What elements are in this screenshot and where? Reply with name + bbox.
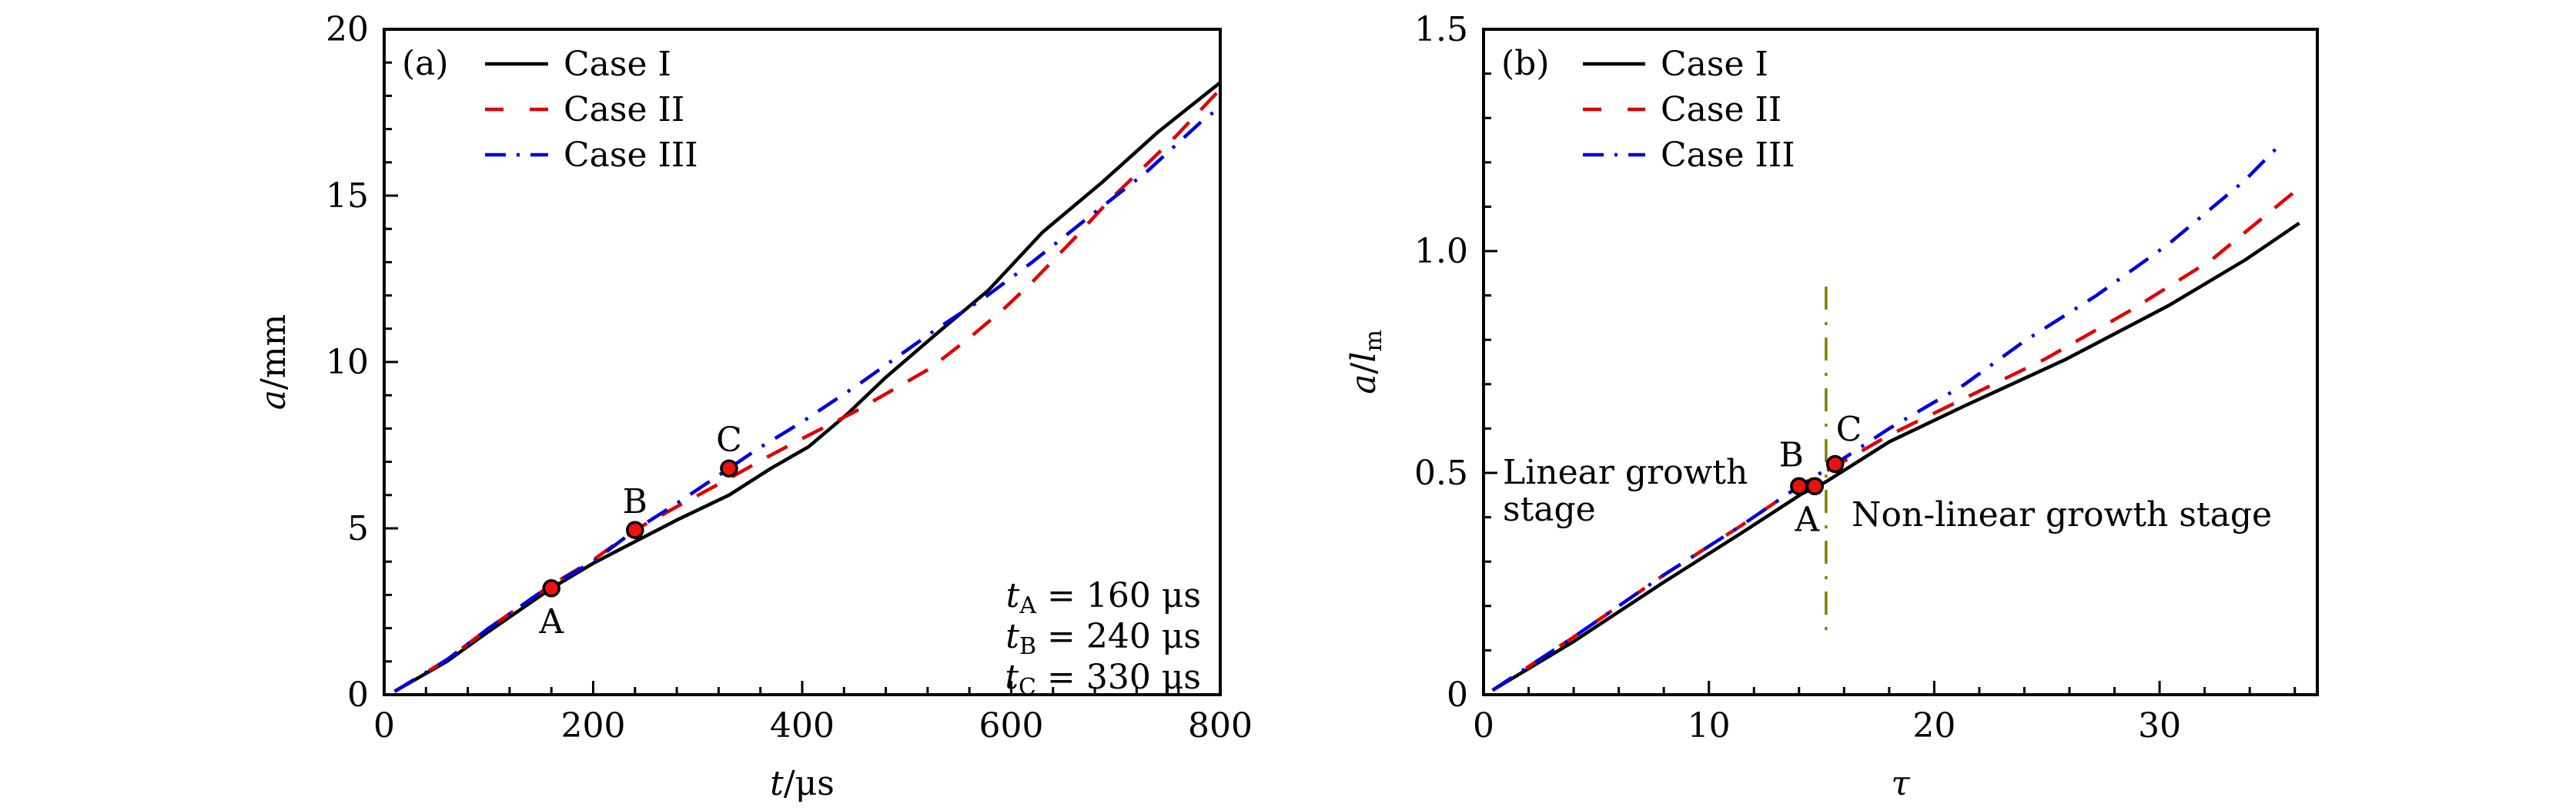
y-tick-label: 15 <box>326 176 369 216</box>
legend-label: Case III <box>564 136 698 175</box>
point-label-c: C <box>1836 410 1862 449</box>
point-label-a: A <box>538 602 564 642</box>
legend-label: Case II <box>1661 90 1781 129</box>
region-label-right: Non-linear growth stage <box>1852 495 2272 535</box>
x-tick-label: 800 <box>1188 706 1253 746</box>
y-tick-label: 1.0 <box>1414 232 1468 271</box>
series-line-case-i <box>393 81 1220 693</box>
point-label-c: C <box>716 421 742 460</box>
point-marker-c <box>1825 454 1845 474</box>
time-annotation: tA = 160 μs <box>1006 576 1201 619</box>
panel-label: (a) <box>402 44 449 83</box>
y-tick-label: 0.5 <box>1414 454 1468 493</box>
x-tick-label: 600 <box>979 706 1044 746</box>
legend-label: Case II <box>564 90 684 129</box>
point-label-a: A <box>1794 500 1820 539</box>
legend-label: Case I <box>1661 45 1768 84</box>
x-tick-label: 200 <box>561 706 626 746</box>
y-tick-label: 10 <box>326 343 369 382</box>
legend-label: Case I <box>564 45 671 84</box>
x-axis-label: t/μs <box>770 764 835 803</box>
panel-label: (b) <box>1501 44 1550 83</box>
y-axis-label-unit: / <box>1344 363 1383 374</box>
time-annotation-value: = 160 μs <box>1036 576 1201 615</box>
legend: Case I Case II Case III <box>485 45 698 175</box>
y-tick-label: 0 <box>1447 675 1468 715</box>
x-axis-label: τ <box>1891 764 1910 803</box>
time-annotation-var: t <box>1005 617 1019 656</box>
series-line-case-i <box>1491 221 2300 692</box>
point-marker-b <box>626 521 644 539</box>
y-tick-label: 1.5 <box>1414 10 1468 49</box>
time-annotation-value: = 330 μs <box>1036 658 1201 697</box>
region-label-left: stage <box>1503 490 1596 529</box>
y-axis-label-sub: m <box>1360 330 1387 351</box>
plot-frame <box>1482 28 2319 696</box>
x-tick-label: 0 <box>1473 706 1494 746</box>
x-axis-label-var: τ <box>1891 764 1910 803</box>
x-tick-label: 400 <box>770 706 835 746</box>
y-axis-label-var2: l <box>1344 352 1383 363</box>
time-annotation-sub: A <box>1019 592 1036 619</box>
y-axis-label-var: a <box>254 390 293 410</box>
y-tick-label: 20 <box>326 10 369 49</box>
time-annotation-value: = 240 μs <box>1036 617 1201 656</box>
y-tick-label: 5 <box>347 509 369 548</box>
y-tick-label: 0 <box>347 675 369 715</box>
time-annotation-sub: C <box>1019 674 1036 701</box>
legend: Case I Case II Case III <box>1583 45 1795 175</box>
x-tick-label: 20 <box>1912 706 1955 746</box>
time-annotation-sub: B <box>1019 633 1036 660</box>
point-label-b: B <box>1779 435 1804 474</box>
series-line-case-ii <box>393 88 1220 693</box>
time-annotation-var: t <box>1005 658 1019 697</box>
series-line-case-iii <box>393 107 1220 693</box>
y-axis-label-var: a <box>1344 374 1383 394</box>
point-label-b: B <box>623 482 647 521</box>
x-tick-label: 30 <box>2138 706 2181 746</box>
time-annotation: tC = 330 μs <box>1005 658 1201 701</box>
point-marker-a <box>1805 477 1825 496</box>
y-axis-label-unit: /mm <box>254 314 293 390</box>
y-axis-label: a/mm <box>254 314 293 411</box>
point-marker-c <box>720 459 738 478</box>
x-tick-label: 10 <box>1688 706 1731 746</box>
x-axis-label-var: t <box>770 764 784 803</box>
time-annotation-var: t <box>1006 576 1020 615</box>
time-annotation: tB = 240 μs <box>1005 617 1201 660</box>
plot-frame <box>383 28 1222 696</box>
series-line-case-ii <box>1491 192 2294 692</box>
series-line-case-iii <box>1491 139 2285 692</box>
point-marker-a <box>542 579 560 598</box>
region-label-left: Linear growth <box>1503 453 1748 492</box>
legend-label: Case III <box>1661 136 1795 175</box>
x-axis-label-unit: /μs <box>784 764 835 803</box>
point-marker-b <box>1790 477 1808 496</box>
x-tick-label: 0 <box>373 706 395 746</box>
y-axis-label: a/lm <box>1344 330 1387 394</box>
